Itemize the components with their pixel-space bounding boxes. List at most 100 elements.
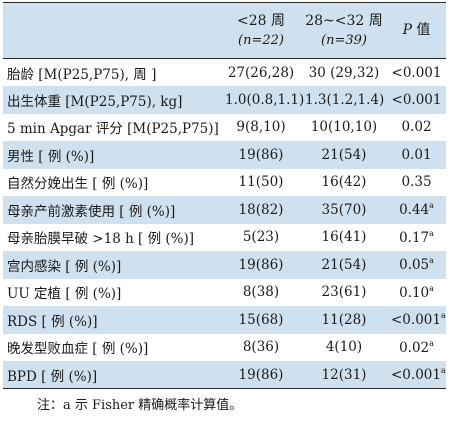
row-label-cell: 母亲胎膜早破 >18 h [ 例 (%)] — [3, 224, 221, 252]
row-group2-cell: 21(54) — [301, 141, 387, 169]
row-p-value-cell: <0.001 — [387, 86, 446, 114]
data-table-container: <28 周 (n=22) 28~<32 周 (n=39) P 值 胎龄 [M(P… — [3, 2, 446, 389]
row-group1-cell-text: 15(68) — [238, 311, 284, 328]
row-label-cell-text: 出生体重 [M(P25,P75), kg] — [7, 93, 183, 110]
table-header-row: <28 周 (n=22) 28~<32 周 (n=39) P 值 — [3, 2, 446, 59]
row-label-cell-text: 晚发型败血症 [ 例 (%)] — [7, 341, 149, 358]
row-p-value-cell-text: 0.01 — [401, 146, 432, 163]
table-row: 出生体重 [M(P25,P75), kg] 1.0(0.8,1.1) 1.3(1.2… — [3, 86, 446, 114]
row-label-cell-text: 母亲胎膜早破 >18 h [ 例 (%)] — [7, 231, 195, 248]
row-group1-cell-text: 1.0(0.8,1.1) — [225, 91, 305, 108]
table-row: BPD [ 例 (%)] 19(86) 12(31) <0.001a — [3, 361, 446, 389]
header-group2: 28~<32 周 (n=39) — [301, 3, 387, 59]
row-group1-cell-text: 18(82) — [238, 201, 284, 218]
row-group2-cell: 21(54) — [301, 251, 387, 279]
p-value-footnote-marker: a — [429, 201, 434, 211]
row-group1-cell-text: 11(50) — [238, 174, 284, 191]
row-group2-cell-text: 16(42) — [321, 174, 367, 191]
row-group1-cell: 1.0(0.8,1.1) — [221, 86, 305, 114]
row-group1-cell: 27(26,28) — [221, 59, 301, 87]
row-p-value-cell: <0.001 — [387, 59, 446, 87]
row-group2-cell: 4(10) — [301, 334, 387, 362]
row-group2-cell: 10(10,10) — [301, 114, 387, 142]
row-label-cell: 出生体重 [M(P25,P75), kg] — [3, 86, 221, 114]
row-group2-cell-text: 21(54) — [321, 256, 367, 273]
row-label-cell-text: UU 定植 [ 例 (%)] — [7, 286, 122, 303]
row-p-value-cell-text: <0.001 — [391, 64, 442, 81]
table-row: RDS [ 例 (%)] 15(68) 11(28) <0.001a — [3, 306, 446, 334]
row-group2-cell: 12(31) — [301, 361, 387, 389]
header-group1: <28 周 (n=22) — [221, 3, 301, 59]
table-row: 晚发型败血症 [ 例 (%)] 8(36) 4(10) 0.02a — [3, 334, 446, 362]
row-p-value-cell-text: 0.35 — [401, 174, 432, 191]
table-row: 5 min Apgar 评分 [M(P25,P75)] 9(8,10) 10(10,… — [3, 114, 446, 142]
row-group1-cell: 8(36) — [221, 334, 301, 362]
row-group2-cell: 11(28) — [301, 306, 387, 334]
row-group2-cell: 16(41) — [301, 224, 387, 252]
row-label-cell-text: 胎龄 [M(P25,P75), 周 ] — [7, 66, 157, 83]
row-group1-cell: 19(86) — [221, 141, 301, 169]
row-group2-cell: 35(70) — [301, 196, 387, 224]
row-group2-cell-text: 10(10,10) — [310, 119, 378, 136]
row-label-cell: 5 min Apgar 评分 [M(P25,P75)] — [3, 114, 221, 142]
table-row: 自然分娩出生 [ 例 (%)] 11(50) 16(42) 0.35 — [3, 169, 446, 197]
row-label-cell-text: 5 min Apgar 评分 [M(P25,P75)] — [7, 121, 219, 138]
row-group2-cell-text: 30 (29,32) — [308, 64, 380, 81]
row-p-value-cell-text: 0.44 — [399, 202, 430, 219]
p-value-footnote-marker: a — [440, 366, 446, 375]
row-p-value-cell-text: 0.02 — [399, 339, 430, 356]
header-p-suffix: 值 — [411, 22, 431, 38]
row-label-cell-text: 母亲产前激素使用 [ 例 (%)] — [7, 203, 176, 220]
row-p-value-cell: 0.17a — [387, 224, 446, 252]
row-group2-cell-text: 4(10) — [325, 339, 363, 356]
row-p-value-cell: 0.35 — [387, 169, 446, 197]
row-group2-cell: 23(61) — [301, 279, 387, 307]
p-value-footnote-marker: a — [429, 228, 434, 238]
row-p-value-cell-text: <0.001 — [391, 367, 441, 383]
row-p-value-cell: 0.02 — [387, 114, 446, 142]
row-p-value-cell: <0.001a — [387, 361, 446, 389]
row-group1-cell-text: 19(86) — [238, 366, 284, 383]
row-p-value-cell: 0.10a — [387, 279, 446, 307]
row-group2-cell-text: 11(28) — [321, 311, 367, 328]
row-label-cell: 宫内感染 [ 例 (%)] — [3, 251, 221, 279]
table-row: UU 定植 [ 例 (%)] 8(38) 23(61) 0.10a — [3, 279, 446, 307]
header-group1-n: (n=22) — [238, 32, 284, 48]
row-label-cell-text: 宫内感染 [ 例 (%)] — [7, 258, 122, 275]
row-group1-cell-text: 9(8,10) — [236, 119, 286, 136]
table-row: 男性 [ 例 (%)] 19(86) 21(54) 0.01 — [3, 141, 446, 169]
data-table: <28 周 (n=22) 28~<32 周 (n=39) P 值 胎龄 [M(P… — [3, 2, 446, 389]
row-p-value-cell: 0.05a — [387, 251, 446, 279]
row-group1-cell: 19(86) — [221, 251, 301, 279]
row-p-value-cell: 0.01 — [387, 141, 446, 169]
row-label-cell: 晚发型败血症 [ 例 (%)] — [3, 334, 221, 362]
table-footnote: 注：a 示 Fisher 精确概率计算值。 — [37, 398, 243, 413]
row-p-value-cell-text: 0.02 — [401, 119, 432, 136]
row-label-cell-text: RDS [ 例 (%)] — [7, 313, 98, 330]
row-group2-cell: 1.3(1.2,1.4) — [301, 86, 387, 114]
row-group2-cell: 30 (29,32) — [301, 59, 387, 87]
row-group1-cell-text: 19(86) — [238, 146, 284, 163]
row-label-cell: 母亲产前激素使用 [ 例 (%)] — [3, 196, 221, 224]
row-group2-cell-text: 23(61) — [321, 284, 367, 301]
table-row: 宫内感染 [ 例 (%)] 19(86) 21(54) 0.05a — [3, 251, 446, 279]
row-label-cell: 胎龄 [M(P25,P75), 周 ] — [3, 59, 221, 87]
row-group1-cell-text: 5(23) — [242, 229, 280, 246]
row-label-cell: UU 定植 [ 例 (%)] — [3, 279, 221, 307]
row-label-cell-text: 男性 [ 例 (%)] — [7, 148, 95, 165]
row-group1-cell: 8(38) — [221, 279, 301, 307]
row-group1-cell: 18(82) — [221, 196, 301, 224]
row-group2-cell-text: 1.3(1.2,1.4) — [305, 91, 385, 108]
row-group2-cell-text: 21(54) — [321, 146, 367, 163]
row-group1-cell: 11(50) — [221, 169, 301, 197]
header-p-value: P 值 — [387, 3, 446, 59]
header-group2-label: 28~<32 周 — [305, 12, 383, 29]
row-group2-cell: 16(42) — [301, 169, 387, 197]
table-row: 母亲产前激素使用 [ 例 (%)] 18(82) 35(70) 0.44a — [3, 196, 446, 224]
row-label-cell: 自然分娩出生 [ 例 (%)] — [3, 169, 221, 197]
row-p-value-cell-text: 0.10 — [399, 284, 430, 301]
row-group1-cell: 19(86) — [221, 361, 301, 389]
row-group2-cell-text: 12(31) — [321, 366, 367, 383]
row-p-value-cell-text: <0.001 — [391, 312, 441, 329]
row-group1-cell-text: 8(36) — [242, 339, 280, 356]
